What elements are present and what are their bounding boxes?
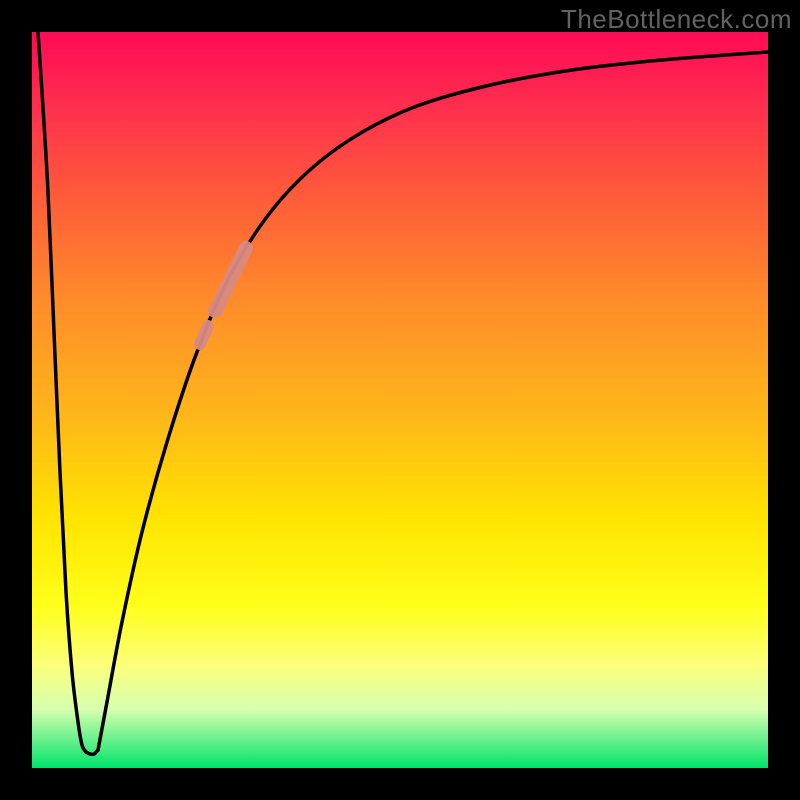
- accent-accent_upper: [215, 248, 246, 311]
- curve-rise_curve: [98, 52, 768, 750]
- accent-accent_lower: [200, 326, 208, 344]
- watermark-text: TheBottleneck.com: [561, 4, 792, 35]
- chart-area: [32, 32, 768, 768]
- curve-left_drop: [38, 32, 86, 752]
- chart-svg: [32, 32, 768, 768]
- curve-dip_bottom: [86, 750, 98, 754]
